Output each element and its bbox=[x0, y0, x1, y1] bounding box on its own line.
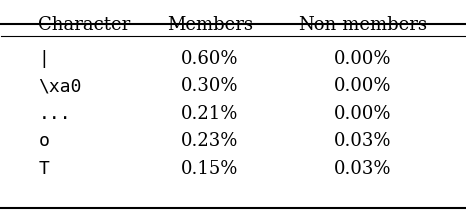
Text: 0.00%: 0.00% bbox=[334, 105, 391, 123]
Text: Members: Members bbox=[167, 16, 253, 34]
Text: 0.30%: 0.30% bbox=[181, 77, 239, 95]
Text: 0.21%: 0.21% bbox=[181, 105, 239, 123]
Text: T: T bbox=[39, 160, 49, 178]
Text: 0.15%: 0.15% bbox=[181, 160, 239, 178]
Text: 0.60%: 0.60% bbox=[181, 50, 239, 68]
Text: Non-members: Non-members bbox=[298, 16, 427, 34]
Text: ...: ... bbox=[39, 105, 71, 123]
Text: \xa0: \xa0 bbox=[39, 77, 82, 95]
Text: Character: Character bbox=[39, 16, 130, 34]
Text: o: o bbox=[39, 132, 49, 150]
Text: 0.23%: 0.23% bbox=[181, 132, 239, 150]
Text: 0.00%: 0.00% bbox=[334, 50, 391, 68]
Text: |: | bbox=[39, 50, 49, 68]
Text: 0.00%: 0.00% bbox=[334, 77, 391, 95]
Text: 0.03%: 0.03% bbox=[334, 160, 391, 178]
Text: 0.03%: 0.03% bbox=[334, 132, 391, 150]
